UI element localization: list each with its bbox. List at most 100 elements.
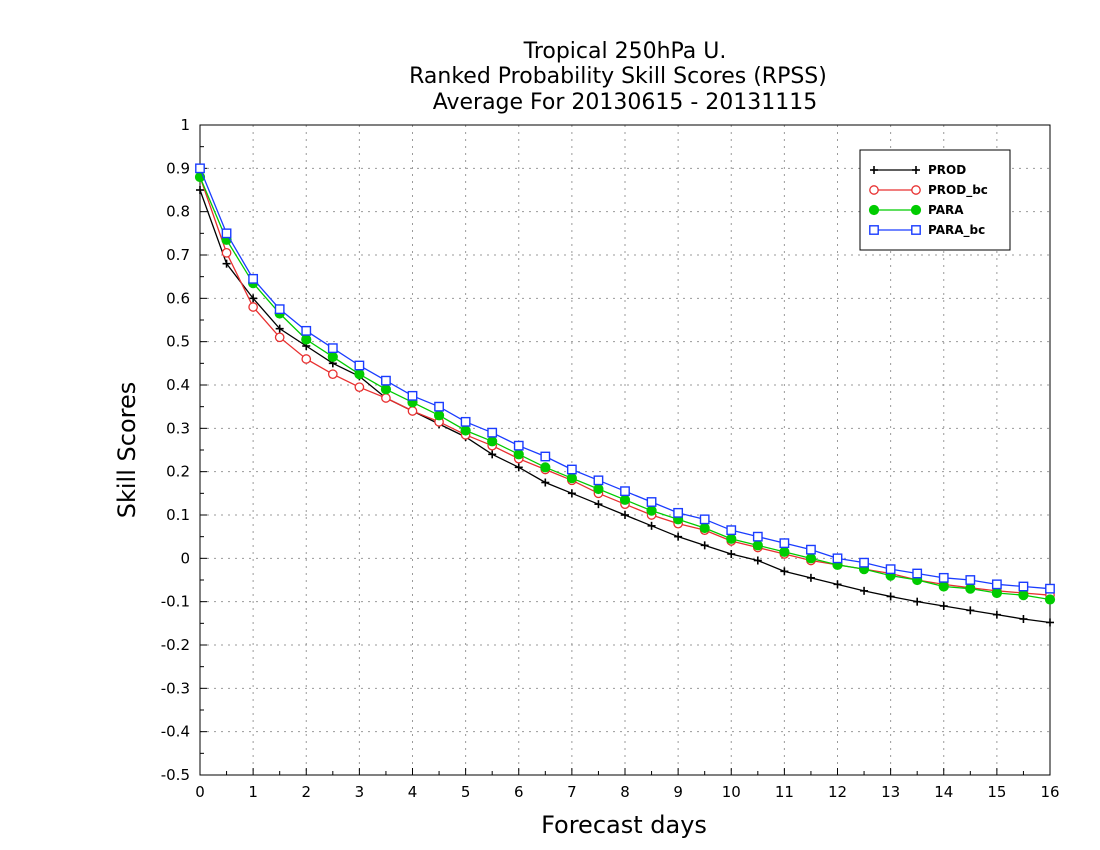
x-tick-label: 10 (722, 783, 741, 801)
data-point (699, 514, 710, 525)
data-point (196, 186, 204, 194)
x-tick-label: 6 (514, 783, 524, 801)
data-point (433, 410, 445, 421)
data-point (860, 586, 869, 595)
data-point (886, 592, 895, 601)
legend-label: PARA_bc (928, 223, 985, 238)
y-tick-label: 0.9 (166, 159, 190, 177)
data-point (991, 579, 1002, 590)
data-point (274, 332, 285, 343)
chart-title-line-2: Ranked Probability Skill Scores (RPSS) (409, 64, 827, 89)
y-axis-tick-labels: -0.5 -0.4 -0.3 -0.2 -0.1 0 0.1 0.2 0.3 0.4 0.5 0.6 0… (161, 116, 190, 784)
x-axis-tick-labels: 0 1 2 3 4 5 6 7 8 9 10 11 12 13 14 15 16 (195, 783, 1059, 801)
y-tick-label: 0.1 (166, 506, 190, 524)
y-tick-label: 0.8 (166, 203, 190, 221)
data-point (991, 587, 1002, 599)
legend-marker (868, 204, 880, 216)
data-point (593, 475, 604, 486)
y-tick-label: 0 (180, 549, 190, 567)
chart-series (194, 163, 1056, 627)
x-tick-label: 11 (775, 783, 794, 801)
x-tick-label: 7 (567, 783, 577, 801)
x-tick-label: 1 (248, 783, 258, 801)
legend-item: PARA_bc (869, 223, 985, 238)
data-point (541, 478, 550, 487)
data-point (965, 575, 976, 585)
data-point (301, 354, 312, 364)
legend-marker (870, 166, 878, 174)
y-tick-label: 1 (180, 116, 190, 134)
data-point (780, 567, 789, 576)
data-point (221, 228, 232, 239)
x-tick-label: 9 (673, 783, 683, 801)
data-point (700, 541, 709, 550)
y-tick-label: -0.5 (161, 766, 190, 784)
y-tick-label: -0.4 (161, 723, 190, 741)
data-point (354, 369, 365, 380)
y-tick-label: 0.3 (166, 419, 190, 437)
data-point (407, 406, 418, 416)
x-tick-label: 2 (301, 783, 311, 801)
data-point (275, 324, 284, 333)
legend-label: PROD (928, 163, 966, 177)
series-para (194, 171, 1056, 605)
data-point (939, 602, 948, 610)
data-point (380, 384, 392, 395)
data-point (327, 343, 338, 354)
data-point (647, 521, 656, 530)
y-axis-label: Skill Scores (113, 382, 141, 519)
series-prod (196, 186, 1054, 627)
data-point (327, 351, 338, 362)
legend-marker (869, 185, 879, 195)
data-point (938, 572, 949, 583)
x-tick-label: 16 (1040, 783, 1059, 801)
data-point (938, 581, 949, 592)
data-point (274, 304, 285, 315)
legend-item: PROD (870, 163, 966, 177)
y-tick-label: -0.1 (161, 593, 190, 611)
data-point (540, 462, 551, 473)
data-point (912, 568, 923, 579)
x-tick-label: 5 (461, 783, 471, 801)
data-point (885, 564, 896, 575)
x-tick-label: 14 (934, 783, 953, 801)
data-point (381, 393, 391, 403)
data-point (301, 325, 312, 336)
legend-marker (869, 225, 879, 235)
data-point (460, 416, 471, 427)
y-tick-label: 0.7 (166, 246, 190, 264)
data-point (1019, 615, 1028, 623)
x-tick-label: 13 (881, 783, 900, 801)
legend-marker (912, 166, 920, 174)
data-point (965, 583, 976, 594)
data-point (248, 302, 258, 312)
legend-marker (911, 185, 921, 195)
data-point (327, 369, 338, 380)
data-point (222, 259, 231, 268)
data-point (301, 334, 312, 345)
y-tick-label: -0.3 (161, 679, 190, 697)
data-point (513, 449, 524, 460)
data-point (913, 597, 922, 606)
legend-box (859, 149, 1011, 251)
axis-ticks (199, 124, 1051, 776)
data-point (513, 440, 524, 451)
data-point (1045, 583, 1055, 594)
data-point (221, 247, 232, 258)
data-point (567, 489, 576, 498)
legend-label: PROD_bc (928, 183, 988, 198)
chart-title: Tropical 250hPa U. Ranked Probability Sk… (409, 39, 827, 115)
data-point (1044, 594, 1056, 605)
y-tick-label: 0.6 (166, 289, 190, 307)
data-point (540, 451, 551, 462)
data-point (966, 606, 975, 615)
data-point (673, 507, 684, 518)
data-point (1046, 618, 1054, 627)
y-tick-label: 0.5 (166, 333, 190, 351)
data-point (753, 556, 762, 565)
data-point (805, 553, 817, 564)
chart-legend: PROD PROD_bc PARA PARA_bc (859, 149, 1011, 251)
legend-marker (910, 204, 922, 216)
data-point (1018, 581, 1029, 592)
